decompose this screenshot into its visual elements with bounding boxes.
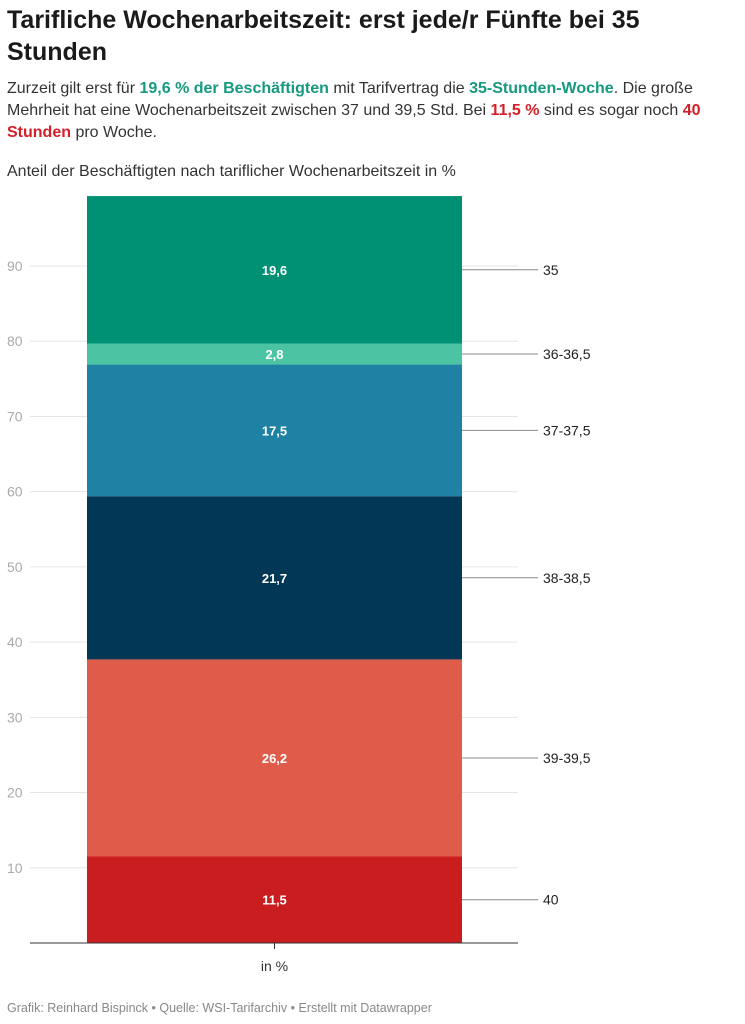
data-label: 19,6 [262, 263, 287, 278]
legend-label: 38-38,5 [543, 570, 591, 586]
legend-label: 40 [543, 892, 559, 908]
chart-description: Zurzeit gilt erst für 19,6 % der Beschäf… [7, 78, 732, 144]
desc-text-1: Zurzeit gilt erst für [7, 80, 140, 97]
desc-text-3: . Die große Mehrheit hat eine Wochenarbe… [7, 80, 693, 119]
desc-highlight-4: 40 Stunden [7, 102, 701, 141]
y-tick-label: 60 [7, 484, 23, 500]
bar-segment [87, 659, 462, 857]
y-tick-label: 30 [7, 709, 23, 725]
data-label: 17,5 [262, 423, 287, 438]
data-label: 26,2 [262, 751, 287, 766]
data-label: 11,5 [262, 893, 287, 908]
legend-label: 36-36,5 [543, 346, 591, 362]
chart-title: Tarifliche Wochenarbeitszeit: erst jede/… [7, 6, 640, 66]
desc-text-2: mit Tarifvertrag die [328, 80, 470, 97]
y-tick-label: 20 [7, 785, 23, 801]
bar-segment [87, 496, 462, 660]
legend-label: 37-37,5 [543, 422, 591, 438]
desc-highlight-1: 19,6 % der Beschäftigten [139, 80, 329, 97]
legend-label: 35 [543, 262, 559, 278]
bar-segment [87, 196, 462, 344]
data-label: 2,8 [265, 347, 283, 362]
x-axis: in % [30, 942, 518, 974]
y-tick-label: 70 [7, 408, 23, 424]
y-tick-label: 90 [7, 258, 23, 274]
direct-legend: 40 39-39,5 38-38,5 37-37,5 36-36,5 35 [462, 262, 591, 908]
desc-text-4: sind es sogar noch [539, 102, 683, 119]
footer-credit: Grafik: Reinhard Bispinck • Quelle: WSI-… [7, 1001, 432, 1015]
desc-highlight-3: 11,5 % [490, 102, 540, 119]
legend-label: 39-39,5 [543, 750, 591, 766]
chart-subtitle: Anteil der Beschäftigten nach tarifliche… [7, 163, 456, 180]
y-tick-label: 80 [7, 333, 23, 349]
desc-highlight-2: 35-Stunden-Woche [469, 80, 614, 97]
y-tick-label: 10 [7, 860, 23, 876]
y-tick-label: 50 [7, 559, 23, 575]
desc-text-5: pro Woche. [71, 124, 157, 141]
bar-segments [87, 196, 462, 943]
bar-segment [87, 856, 462, 943]
data-label: 21,7 [262, 571, 287, 586]
segment-labels: 11,5 26,2 21,7 17,5 2,8 19,6 [262, 263, 287, 908]
y-tick-label: 40 [7, 634, 23, 650]
bar-segment [87, 343, 462, 365]
bar-segment [87, 364, 462, 497]
x-tick-label: in % [261, 958, 288, 974]
y-axis-ticks: 10 20 30 40 50 60 70 80 90 [7, 258, 23, 876]
stacked-bar-chart: 10 20 30 40 50 60 70 80 90 11,5 26,2 21,7 17,5 2,8 19… [7, 196, 591, 974]
